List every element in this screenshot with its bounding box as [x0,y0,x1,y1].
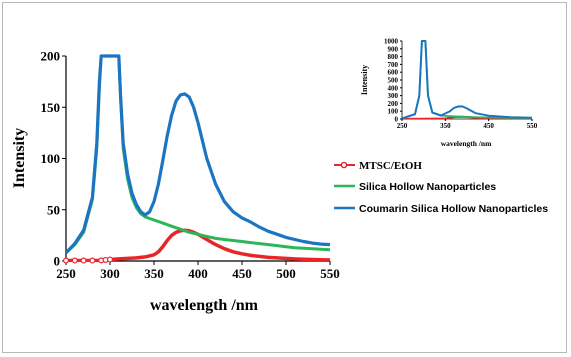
inset-x-tick-label: 550 [527,122,538,130]
main-x-tick-label: 500 [276,266,296,281]
main-x-tick-label: 250 [56,266,76,281]
main-point-mtsc-etoh [62,257,69,264]
main-y-tick-label: 200 [41,49,61,64]
inset-x-tick-label: 450 [483,122,494,130]
inset-y-tick-label: 100 [388,108,399,116]
legend-label-mtsc: MTSC/EtOH [359,160,422,172]
legend-marker-mtsc [340,161,348,169]
inset-chart: Intensity wavelength /nm 010020030040050… [360,37,538,148]
main-series-silica-hollow-nanoparticles [66,54,331,254]
legend-entry-coumarin: Coumarin Silica Hollow Nanoparticles [334,203,548,215]
legend-label-coumarin: Coumarin Silica Hollow Nanoparticles [359,203,548,215]
main-x-tick-label: 450 [232,266,252,281]
main-x-axis-title: wavelength /nm [150,297,259,314]
main-point-mtsc-etoh [106,256,113,263]
main-y-tick-label: 50 [47,202,60,217]
main-chart: Intensity wavelength /nm 0 50 100 150 200 250… [11,49,340,314]
main-x-tick-label: 400 [188,266,208,281]
inset-x-tick-label: 250 [397,122,408,130]
inset-y-tick-label: 900 [388,45,399,53]
main-point-mtsc-etoh [71,257,78,264]
main-y-axis-title: Intensity [11,128,28,188]
inset-x-tick-label: 350 [440,122,451,130]
inset-y-tick-label: 0 [395,115,399,123]
main-point-mtsc-etoh [80,257,87,264]
inset-y-tick-label: 500 [388,76,399,84]
main-x-tick-label: 350 [144,266,164,281]
main-y-tick-label: 0 [54,254,61,269]
inset-series-coumarin-silica-hollow-nanoparticles [402,40,533,119]
legend: MTSC/EtOH Silica Hollow Nanoparticles Co… [334,160,548,215]
legend-label-silica: Silica Hollow Nanoparticles [359,181,496,193]
legend-entry-mtsc: MTSC/EtOH [334,160,422,172]
main-x-tick-label: 300 [100,266,120,281]
inset-y-tick-label: 700 [388,61,399,69]
main-y-tick-label: 100 [41,151,61,166]
inset-y-tick-label: 300 [388,92,399,100]
legend-entry-silica: Silica Hollow Nanoparticles [334,181,496,193]
inset-y-tick-label: 200 [388,100,399,108]
inset-x-axis-title: wavelength /nm [441,139,492,148]
inset-y-tick-label: 1000 [384,37,399,45]
main-series-coumarin-silica-hollow-nanoparticles [66,54,331,254]
figure-frame [2,2,567,353]
main-y-tick-label: 150 [41,100,61,115]
inset-y-axis-title: Intensity [360,65,369,95]
inset-y-tick-label: 400 [388,84,399,92]
inset-y-tick-label: 800 [388,53,399,61]
inset-y-tick-label: 600 [388,69,399,77]
main-x-tick-label: 550 [320,266,340,281]
main-point-mtsc-etoh [89,257,96,264]
